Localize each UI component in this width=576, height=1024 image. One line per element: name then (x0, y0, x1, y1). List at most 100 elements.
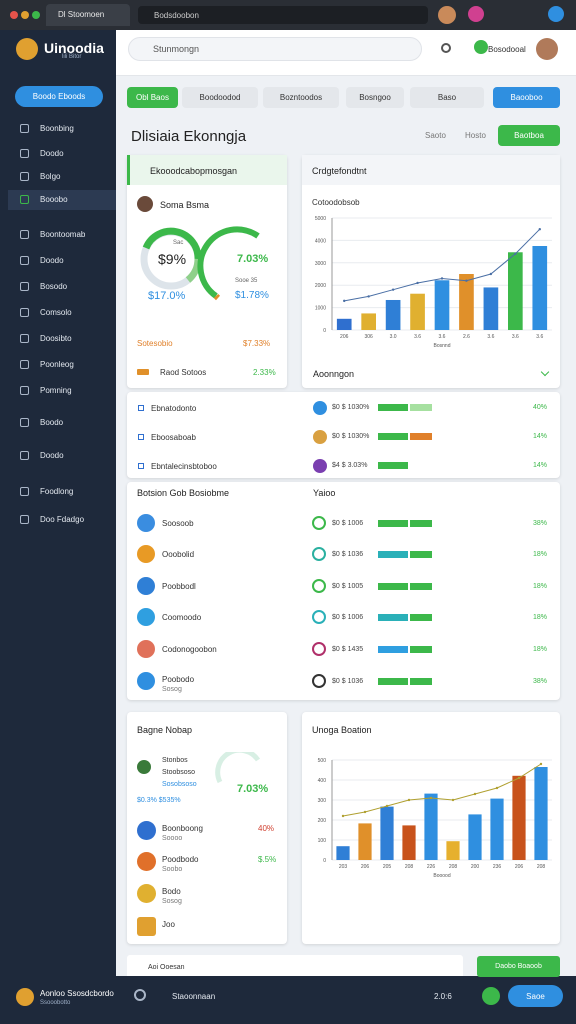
section-title: Yaioo (313, 488, 336, 498)
tab-title: Dl Stoomoen (58, 10, 105, 19)
item-text: Stoobsoso (162, 769, 196, 776)
line-point (343, 299, 346, 303)
x-axis-label: Bosnnd (434, 343, 451, 349)
gauge-arc (215, 752, 261, 784)
tab[interactable]: Bozntoodos (263, 87, 339, 108)
tab[interactable]: Obl Baos (127, 87, 178, 108)
progress-bar (378, 678, 408, 685)
menu-icon (20, 418, 29, 427)
action-link[interactable]: Saoto (425, 131, 446, 140)
menu-item[interactable]: Doosibto (40, 334, 72, 343)
progress-bar (410, 646, 432, 653)
menu-icon (20, 172, 29, 181)
y-tick-label: 3000 (315, 261, 326, 267)
bar (446, 841, 460, 860)
bar (402, 825, 416, 860)
tab[interactable]: Bosngoo (346, 87, 404, 108)
avatar (438, 6, 456, 24)
bar-chart: 0 1000 2000 3000 4000 5000 206 306 3.0 3.6 3.6 2.6 3… (315, 216, 552, 349)
primary-button[interactable]: Baotboa (498, 125, 560, 146)
strip-button[interactable]: Daobo Boaoob (477, 956, 560, 977)
line-point (440, 277, 444, 280)
line-point (407, 798, 411, 802)
menu-item[interactable]: Doo Fdadgo (40, 515, 85, 524)
footer-icon (134, 989, 146, 1001)
gauge-label: Sac (173, 240, 184, 246)
window-control (10, 11, 18, 19)
row-label: Poobodo (162, 675, 195, 684)
line-point (473, 792, 477, 796)
x-tick-label: 206 (340, 334, 349, 340)
bar (385, 299, 401, 330)
bar (361, 313, 376, 330)
line-point (385, 804, 389, 808)
menu-icon (20, 386, 29, 395)
menu-item[interactable]: Booobo (40, 195, 68, 204)
menu-item[interactable]: Doodo (40, 256, 64, 265)
x-tick-label: 3.6 (512, 334, 519, 340)
x-tick-label: 3.6 (487, 334, 494, 340)
address-text: Bodsdoobon (154, 11, 199, 20)
brand-logo (16, 38, 38, 60)
card-title: Crdgtefondtnt (312, 166, 367, 176)
item-icon (137, 760, 151, 774)
card-title: Unoga Boation (312, 725, 372, 735)
footer-avatar (16, 988, 34, 1006)
line-point (341, 814, 345, 818)
menu-item[interactable]: Boodo (40, 418, 64, 427)
item-name: Bodo (162, 887, 181, 896)
row-label: Ooobolid (162, 550, 195, 559)
x-tick-label: 3.0 (390, 334, 397, 340)
page-title: Dlisiaia Ekonngja (131, 128, 247, 145)
menu-item[interactable]: Bosodo (40, 282, 68, 291)
y-tick-label: 0 (323, 328, 326, 334)
bar (532, 246, 548, 330)
x-tick-label: 208 (449, 864, 458, 870)
menu-item[interactable]: Foodlong (40, 487, 74, 496)
footer-time: 2.0:6 (434, 992, 452, 1001)
menu-icon (20, 195, 29, 204)
header-icon (441, 43, 451, 53)
gauge-arc (185, 258, 202, 283)
search-placeholder: Stunmongn (153, 44, 200, 54)
tab[interactable]: Baso (410, 87, 484, 108)
menu-item[interactable]: Boontoomab (40, 230, 86, 239)
row-text: $0 $ 1005 (332, 583, 364, 590)
bar-chart: 0 100 200 300 400 500 203 206 205 208 226 208 200 236… (318, 758, 552, 879)
progress-bar (410, 678, 432, 685)
menu-item[interactable]: Pomning (40, 386, 72, 395)
row-text: $0 $ 1036 (332, 678, 364, 685)
line-point (539, 762, 543, 766)
strip (127, 955, 463, 976)
menu-item[interactable]: Boonbing (40, 124, 74, 133)
row-text: $0 $ 1006 (332, 520, 364, 527)
menu-item[interactable]: Doodo (40, 451, 64, 460)
menu-icon (20, 451, 29, 460)
menu-item[interactable]: Doodo (40, 149, 64, 158)
row-text: $0 $ 1036 (332, 551, 364, 558)
row-pct: 18% (533, 614, 548, 621)
bar (424, 793, 438, 860)
action-link[interactable]: Hosto (465, 131, 486, 140)
menu-item[interactable]: Comsolo (40, 308, 72, 317)
gauge-label: Sooe 35 (235, 278, 258, 284)
search-box (128, 37, 422, 61)
menu-item[interactable]: Bolgo (40, 172, 61, 181)
new-button[interactable]: Boodo Eboods (15, 86, 103, 107)
progress-bar (410, 551, 432, 558)
x-tick-label: 203 (339, 864, 348, 870)
menu-item[interactable]: Poonleog (40, 360, 74, 369)
progress-bar (378, 520, 408, 527)
y-tick-label: 100 (318, 838, 327, 844)
tab[interactable]: Boodoodod (182, 87, 258, 108)
row-label: Poobbodl (162, 582, 196, 591)
footer-button[interactable]: Saoe (508, 985, 563, 1007)
line-point (451, 798, 455, 802)
row-text: $0 $ 1006 (332, 614, 364, 621)
tab[interactable]: Baooboo (493, 87, 560, 108)
row-avatar (137, 672, 155, 690)
line-point (363, 810, 367, 814)
row-pct: 40% (533, 404, 548, 411)
row-avatar (312, 642, 326, 656)
progress-bar (378, 583, 408, 590)
